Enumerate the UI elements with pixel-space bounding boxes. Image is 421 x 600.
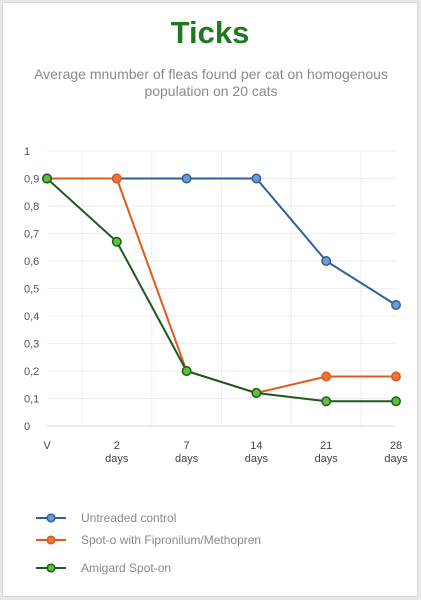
series-2-point (111, 236, 122, 247)
legend-marker (36, 535, 66, 545)
y-tick-label: 0,5 (24, 284, 39, 296)
legend-label: Spot-o with Fipronilum/Methopren (81, 533, 262, 547)
legend-label: Untreaded control (81, 511, 177, 525)
line-chart-plot: 0 0,1 0,2 0,3 0,4 0,5 0,6 0,7 0,8 0,9 1 V 2 days 7 days… (24, 146, 408, 465)
legend-marker (36, 513, 66, 523)
x-tick-label: V (43, 440, 51, 452)
legend-item: Amigard Spot-on (36, 561, 336, 583)
legend-item: Untreaded control (36, 511, 336, 533)
legend-marker (36, 563, 66, 573)
series-1-point (391, 371, 401, 382)
series-2-point (181, 366, 192, 376)
y-tick-label: 0 (24, 421, 30, 433)
y-tick-label: 0,9 (24, 174, 39, 186)
series-0-point (181, 173, 192, 184)
series-2-point (42, 173, 52, 184)
y-tick-label: 0,6 (24, 256, 39, 268)
y-tick-label: 0,1 (24, 394, 39, 406)
y-tick-label: 0,8 (24, 201, 39, 213)
series-line-2 (46, 177, 396, 403)
x-tick-label: 7 days (175, 440, 199, 465)
y-tick-label: 0,3 (24, 339, 39, 351)
series-0-point (391, 300, 401, 310)
x-tick-label: 21 days (315, 440, 339, 465)
chart-title: Ticks (170, 15, 250, 50)
chart-legend: Untreaded control Spot-o with Fipronilum/… (36, 511, 336, 583)
y-tick-label: 1 (24, 146, 30, 158)
series-0-point (251, 173, 262, 184)
x-tick-label: 2 days (105, 440, 129, 465)
y-tick-label: 0,7 (24, 229, 39, 241)
series-2-point (251, 388, 262, 398)
x-tick-label: 14 days (245, 440, 269, 465)
x-tick-label: 28 days (384, 440, 408, 465)
legend-label: Amigard Spot-on (81, 561, 172, 575)
chart-subtitle: Average mnumber of fleas found per cat o… (34, 66, 388, 99)
y-tick-label: 0,2 (24, 366, 39, 378)
chart-frame: Ticks Average mnumber of fleas found per… (2, 2, 418, 597)
series-1-point (111, 173, 122, 184)
series-2-point (321, 396, 332, 407)
series-0-point (321, 256, 332, 266)
series-2-point (391, 396, 401, 407)
y-tick-label: 0,4 (24, 311, 39, 323)
series-1-point (321, 371, 332, 382)
legend-item: Spot-o with Fipronilum/Methopren (36, 533, 336, 561)
